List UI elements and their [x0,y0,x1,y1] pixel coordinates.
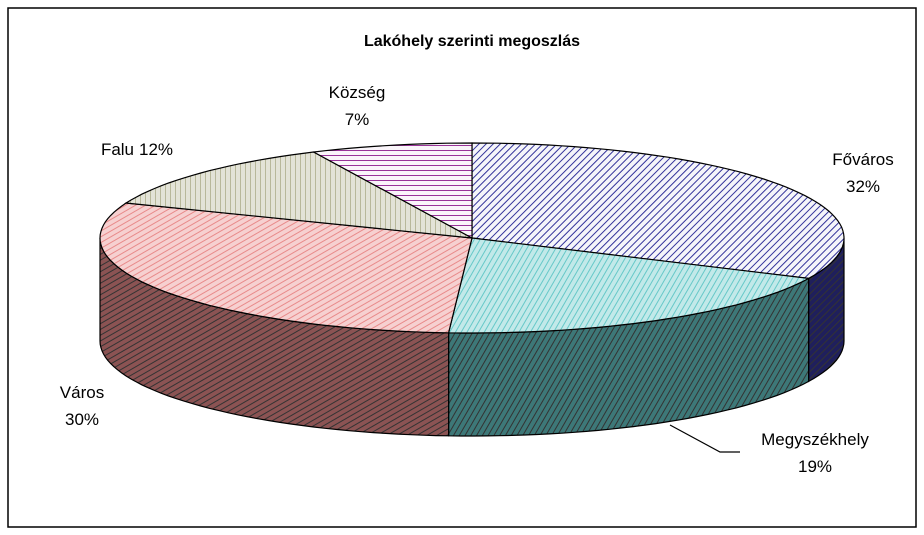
data-label: Falu 12% [101,140,173,159]
chart-title: Lakóhely szerinti megoszlás [364,33,580,50]
value-label: 12% [139,140,173,159]
pie-slice [124,151,473,239]
value-label: 7% [345,110,370,129]
value-label: 32% [846,177,880,196]
pie-slice [447,237,811,334]
value-label: 19% [798,457,832,476]
data-label: Főváros 32% [832,150,893,196]
category-label: Város [60,383,104,402]
pie-slice [99,202,473,334]
data-label: Város 30% [60,383,104,429]
pie-slice [311,142,473,240]
value-label: 30% [65,410,99,429]
pie-slice [471,142,845,280]
category-label: Főváros [832,150,893,169]
data-label: Község 7% [329,83,386,129]
leader-line [669,424,740,453]
data-label: Megyszékhely 19% [761,430,869,476]
category-label: Falu [101,140,134,159]
category-label: Község [329,83,386,102]
category-label: Megyszékhely [761,430,869,449]
